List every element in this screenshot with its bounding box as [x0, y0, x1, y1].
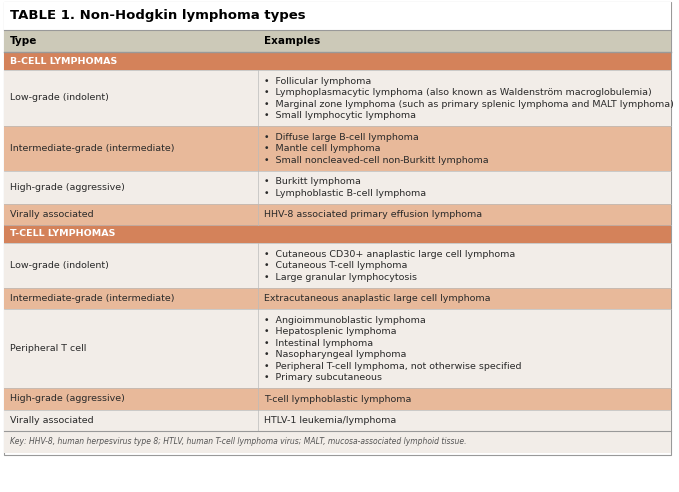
- Text: Extracutaneous anaplastic large cell lymphoma: Extracutaneous anaplastic large cell lym…: [264, 294, 490, 303]
- Text: •  Marginal zone lymphoma (such as primary splenic lymphoma and MALT lymphoma): • Marginal zone lymphoma (such as primar…: [264, 100, 674, 109]
- Bar: [4, 126, 671, 171]
- Bar: [4, 287, 671, 309]
- Bar: [4, 431, 671, 453]
- Text: •  Follicular lymphoma: • Follicular lymphoma: [264, 77, 371, 86]
- Text: B-CELL LYMPHOMAS: B-CELL LYMPHOMAS: [10, 57, 117, 65]
- Text: High-grade (aggressive): High-grade (aggressive): [10, 183, 125, 191]
- Text: Intermediate-grade (intermediate): Intermediate-grade (intermediate): [10, 144, 175, 153]
- Text: Peripheral T cell: Peripheral T cell: [10, 344, 86, 353]
- Text: T-cell lymphoblastic lymphoma: T-cell lymphoblastic lymphoma: [264, 395, 411, 404]
- Bar: [4, 2, 671, 30]
- Bar: [4, 225, 671, 243]
- Text: •  Small lymphocytic lymphoma: • Small lymphocytic lymphoma: [264, 111, 416, 120]
- Text: •  Angioimmunoblastic lymphoma: • Angioimmunoblastic lymphoma: [264, 316, 426, 325]
- Bar: [4, 70, 671, 126]
- Text: HHV-8 associated primary effusion lymphoma: HHV-8 associated primary effusion lympho…: [264, 210, 482, 219]
- Bar: [4, 409, 671, 431]
- Bar: [4, 309, 671, 388]
- Text: Virally associated: Virally associated: [10, 416, 94, 425]
- Text: •  Diffuse large B-cell lymphoma: • Diffuse large B-cell lymphoma: [264, 133, 419, 142]
- Text: •  Mantle cell lymphoma: • Mantle cell lymphoma: [264, 144, 380, 153]
- Text: Low-grade (indolent): Low-grade (indolent): [10, 93, 109, 102]
- Text: Type: Type: [10, 36, 37, 46]
- Bar: [4, 52, 671, 70]
- Text: •  Burkitt lymphoma: • Burkitt lymphoma: [264, 177, 361, 186]
- Text: •  Cutaneous CD30+ anaplastic large cell lymphoma: • Cutaneous CD30+ anaplastic large cell …: [264, 250, 515, 259]
- Text: T-CELL LYMPHOMAS: T-CELL LYMPHOMAS: [10, 229, 115, 239]
- Text: •  Large granular lymphocytosis: • Large granular lymphocytosis: [264, 273, 417, 282]
- Text: •  Lymphoblastic B-cell lymphoma: • Lymphoblastic B-cell lymphoma: [264, 189, 426, 198]
- Text: TABLE 1. Non-Hodgkin lymphoma types: TABLE 1. Non-Hodgkin lymphoma types: [10, 9, 306, 23]
- Text: Low-grade (indolent): Low-grade (indolent): [10, 261, 109, 270]
- Text: HTLV-1 leukemia/lymphoma: HTLV-1 leukemia/lymphoma: [264, 416, 397, 425]
- Bar: [4, 388, 671, 409]
- Text: •  Primary subcutaneous: • Primary subcutaneous: [264, 373, 382, 382]
- Text: •  Lymphoplasmacytic lymphoma (also known as Waldenström macroglobulemia): • Lymphoplasmacytic lymphoma (also known…: [264, 88, 652, 97]
- Text: High-grade (aggressive): High-grade (aggressive): [10, 394, 125, 403]
- Text: Intermediate-grade (intermediate): Intermediate-grade (intermediate): [10, 294, 175, 303]
- Text: Virally associated: Virally associated: [10, 210, 94, 219]
- Text: •  Peripheral T-cell lymphoma, not otherwise specified: • Peripheral T-cell lymphoma, not otherw…: [264, 362, 521, 371]
- Text: •  Intestinal lymphoma: • Intestinal lymphoma: [264, 338, 373, 348]
- Text: •  Small noncleaved-cell non-Burkitt lymphoma: • Small noncleaved-cell non-Burkitt lymp…: [264, 156, 489, 165]
- Bar: [4, 30, 671, 52]
- Bar: [4, 171, 671, 204]
- Text: •  Hepatosplenic lymphoma: • Hepatosplenic lymphoma: [264, 327, 397, 336]
- Text: Examples: Examples: [264, 36, 320, 46]
- Bar: [4, 204, 671, 225]
- Text: Key: HHV-8, human herpesvirus type 8; HTLV, human T-cell lymphoma virus; MALT, m: Key: HHV-8, human herpesvirus type 8; HT…: [10, 437, 466, 447]
- Text: •  Cutaneous T-cell lymphoma: • Cutaneous T-cell lymphoma: [264, 261, 407, 270]
- Bar: [4, 243, 671, 287]
- Text: •  Nasopharyngeal lymphoma: • Nasopharyngeal lymphoma: [264, 350, 406, 359]
